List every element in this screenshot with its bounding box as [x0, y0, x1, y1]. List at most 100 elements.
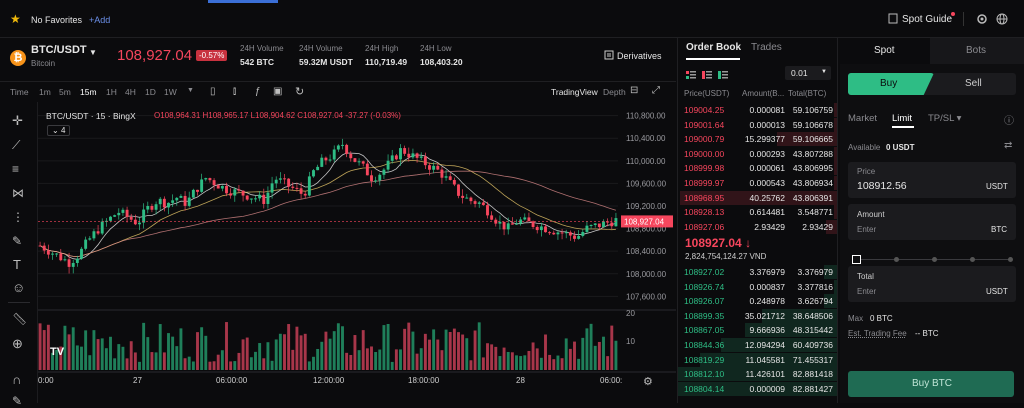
indicators-fx-icon[interactable]: ƒ [255, 86, 261, 97]
globe-icon[interactable] [996, 13, 1008, 28]
bid-row[interactable]: 108819.29 11.045581 71.455317 [678, 352, 837, 367]
horizontal-lines-icon[interactable]: ≡ [12, 162, 20, 176]
bid-row[interactable]: 108804.14 0.000009 82.881427 [678, 381, 837, 396]
derivatives-link[interactable]: Derivatives [617, 51, 662, 61]
fib-icon[interactable]: ⋮ [12, 210, 24, 224]
add-favorite-link[interactable]: +Add [89, 15, 111, 25]
order-type-tpsl[interactable]: TP/SL ▾ [928, 113, 962, 124]
total-placeholder: Enter [857, 287, 877, 296]
pattern-icon[interactable]: ⋈ [12, 186, 24, 200]
ask-row[interactable]: 109004.25 0.000081 59.106759 [678, 103, 837, 117]
moving-average-line [39, 159, 616, 258]
chart-settings-icon[interactable]: ⚙ [643, 376, 653, 388]
ask-row[interactable]: 108999.97 0.000543 43.806934 [678, 176, 837, 190]
buy-tab[interactable]: Buy [848, 73, 934, 95]
interval-1h[interactable]: 1H [106, 87, 117, 97]
candle [208, 178, 212, 181]
pencil-icon[interactable]: ✎ [12, 394, 23, 408]
tab-bots[interactable]: Bots [930, 38, 1024, 64]
ask-row[interactable]: 109000.79 15.299377 59.106665 [678, 132, 837, 147]
magnet-icon[interactable]: ∩ [12, 372, 22, 387]
chart-area[interactable]: ✛ ⟋ ≡ ⋈ ⋮ ✎ T ☺ 📏︎ ⊕ ∩ ✎ 110,800.00 110,4… [0, 102, 676, 408]
fee-label[interactable]: Est. Trading Fee [848, 329, 907, 338]
candle [196, 189, 199, 192]
candle [241, 190, 245, 196]
indicator-icon[interactable]: ⫾ [233, 86, 237, 97]
ask-row[interactable]: 109000.00 0.000293 43.807288 [678, 146, 837, 161]
candle [258, 194, 262, 199]
emoji-icon[interactable]: ☺ [12, 280, 26, 295]
amount-slider[interactable] [848, 252, 1016, 268]
bid-row[interactable]: 108812.10 11.426101 82.881418 [678, 367, 837, 382]
time-label[interactable]: Time [10, 87, 29, 97]
depth-tab[interactable]: Depth [603, 87, 626, 97]
bid-row[interactable]: 108926.74 0.000837 3.377816 [678, 279, 837, 294]
bid-row[interactable]: 108844.36 12.094294 60.409736 [678, 338, 837, 352]
order-type-limit[interactable]: Limit [892, 113, 913, 124]
depth-bar [762, 308, 837, 323]
star-icon[interactable]: ★ [10, 12, 21, 26]
amount-field[interactable]: Amount Enter BTC [848, 204, 1016, 240]
bid-row[interactable]: 108927.02 3.376979 3.376979 [678, 265, 837, 279]
interval-1d[interactable]: 1D [145, 87, 156, 97]
tradingview-tab[interactable]: TradingView [551, 87, 598, 97]
volume-bar [75, 345, 79, 370]
view-both-icon[interactable] [686, 71, 696, 82]
volume-bar [125, 358, 129, 370]
candle [84, 239, 88, 249]
total-field[interactable]: Total Enter USDT [848, 266, 1016, 302]
ask-price: 108968.95 [684, 192, 725, 203]
refresh-icon[interactable]: ↻ [295, 86, 305, 98]
tab-spot[interactable]: Spot [840, 38, 930, 64]
candlestick-chart[interactable]: 110,800.00 110,400.00 110,000.00 109,600.00… [38, 102, 676, 403]
ask-amount: 0.000293 [749, 148, 785, 159]
fullscreen-icon[interactable]: ⤢ [652, 85, 660, 96]
view-bids-icon[interactable] [718, 71, 728, 82]
indicator-toggle[interactable]: ⌄ 4 [47, 125, 71, 136]
tab-trades[interactable]: Trades [751, 42, 782, 53]
text-icon[interactable]: T [13, 257, 21, 272]
ask-row[interactable]: 108999.98 0.000061 43.806995 [678, 161, 837, 176]
crosshair-icon[interactable]: ✛ [12, 113, 23, 128]
precision-select[interactable]: 0.01 ▼ [785, 66, 831, 80]
ask-row[interactable]: 109001.64 0.000013 59.106678 [678, 117, 837, 132]
interval-4h[interactable]: 4H [125, 87, 136, 97]
order-type-market[interactable]: Market [848, 113, 878, 124]
bid-row[interactable]: 108899.35 35.021712 38.648506 [678, 308, 837, 323]
interval-1m[interactable]: 1m [39, 87, 51, 97]
candle [577, 235, 581, 239]
bid-row[interactable]: 108926.07 0.248978 3.626794 [678, 294, 837, 309]
volume-bar [440, 350, 444, 370]
zoom-in-icon[interactable]: ⊕ [12, 336, 23, 351]
tab-order-book[interactable]: Order Book [686, 42, 742, 53]
interval-5m[interactable]: 5m [59, 87, 71, 97]
price-field[interactable]: Price 108912.56 USDT [848, 162, 1016, 198]
ask-row[interactable]: 108928.13 0.614481 3.548771 [678, 205, 837, 220]
bid-price: 108819.29 [684, 354, 725, 365]
gear-icon[interactable] [976, 13, 988, 28]
buy-btc-button[interactable]: Buy BTC [848, 371, 1014, 397]
ruler-icon[interactable]: 📏︎ [12, 312, 28, 326]
info-icon[interactable]: ⓘ [1004, 116, 1014, 127]
pair-name[interactable]: BTC/USDT [31, 44, 87, 56]
interval-1w[interactable]: 1W [164, 87, 177, 97]
depth-bar [834, 205, 837, 220]
transfer-icon[interactable]: ⇄ [1004, 140, 1013, 151]
bid-total: 60.409736 [792, 340, 833, 350]
notification-dot [951, 12, 955, 16]
spot-guide-link[interactable]: Spot Guide [902, 14, 953, 25]
interval-15m[interactable]: 15m [80, 87, 97, 97]
volume-bar [191, 361, 195, 370]
sell-tab[interactable]: Sell [965, 78, 982, 89]
ask-row[interactable]: 108968.95 40.25762 43.806391 [678, 190, 837, 205]
ask-row[interactable]: 108927.06 2.93429 2.93429 [678, 219, 837, 234]
camera-icon[interactable]: ▣ [273, 86, 283, 97]
brush-icon[interactable]: ✎ [12, 234, 23, 248]
view-asks-icon[interactable] [702, 71, 712, 82]
more-intervals-icon[interactable]: ▼ [187, 87, 194, 94]
layout-icon[interactable]: ⊟ [630, 85, 639, 96]
bid-row[interactable]: 108867.05 9.666936 48.315442 [678, 323, 837, 338]
pair-dropdown-icon[interactable]: ▼ [89, 48, 97, 57]
trendline-icon[interactable]: ⟋ [12, 138, 21, 152]
candle-type-icon[interactable]: ▯ [210, 86, 216, 97]
